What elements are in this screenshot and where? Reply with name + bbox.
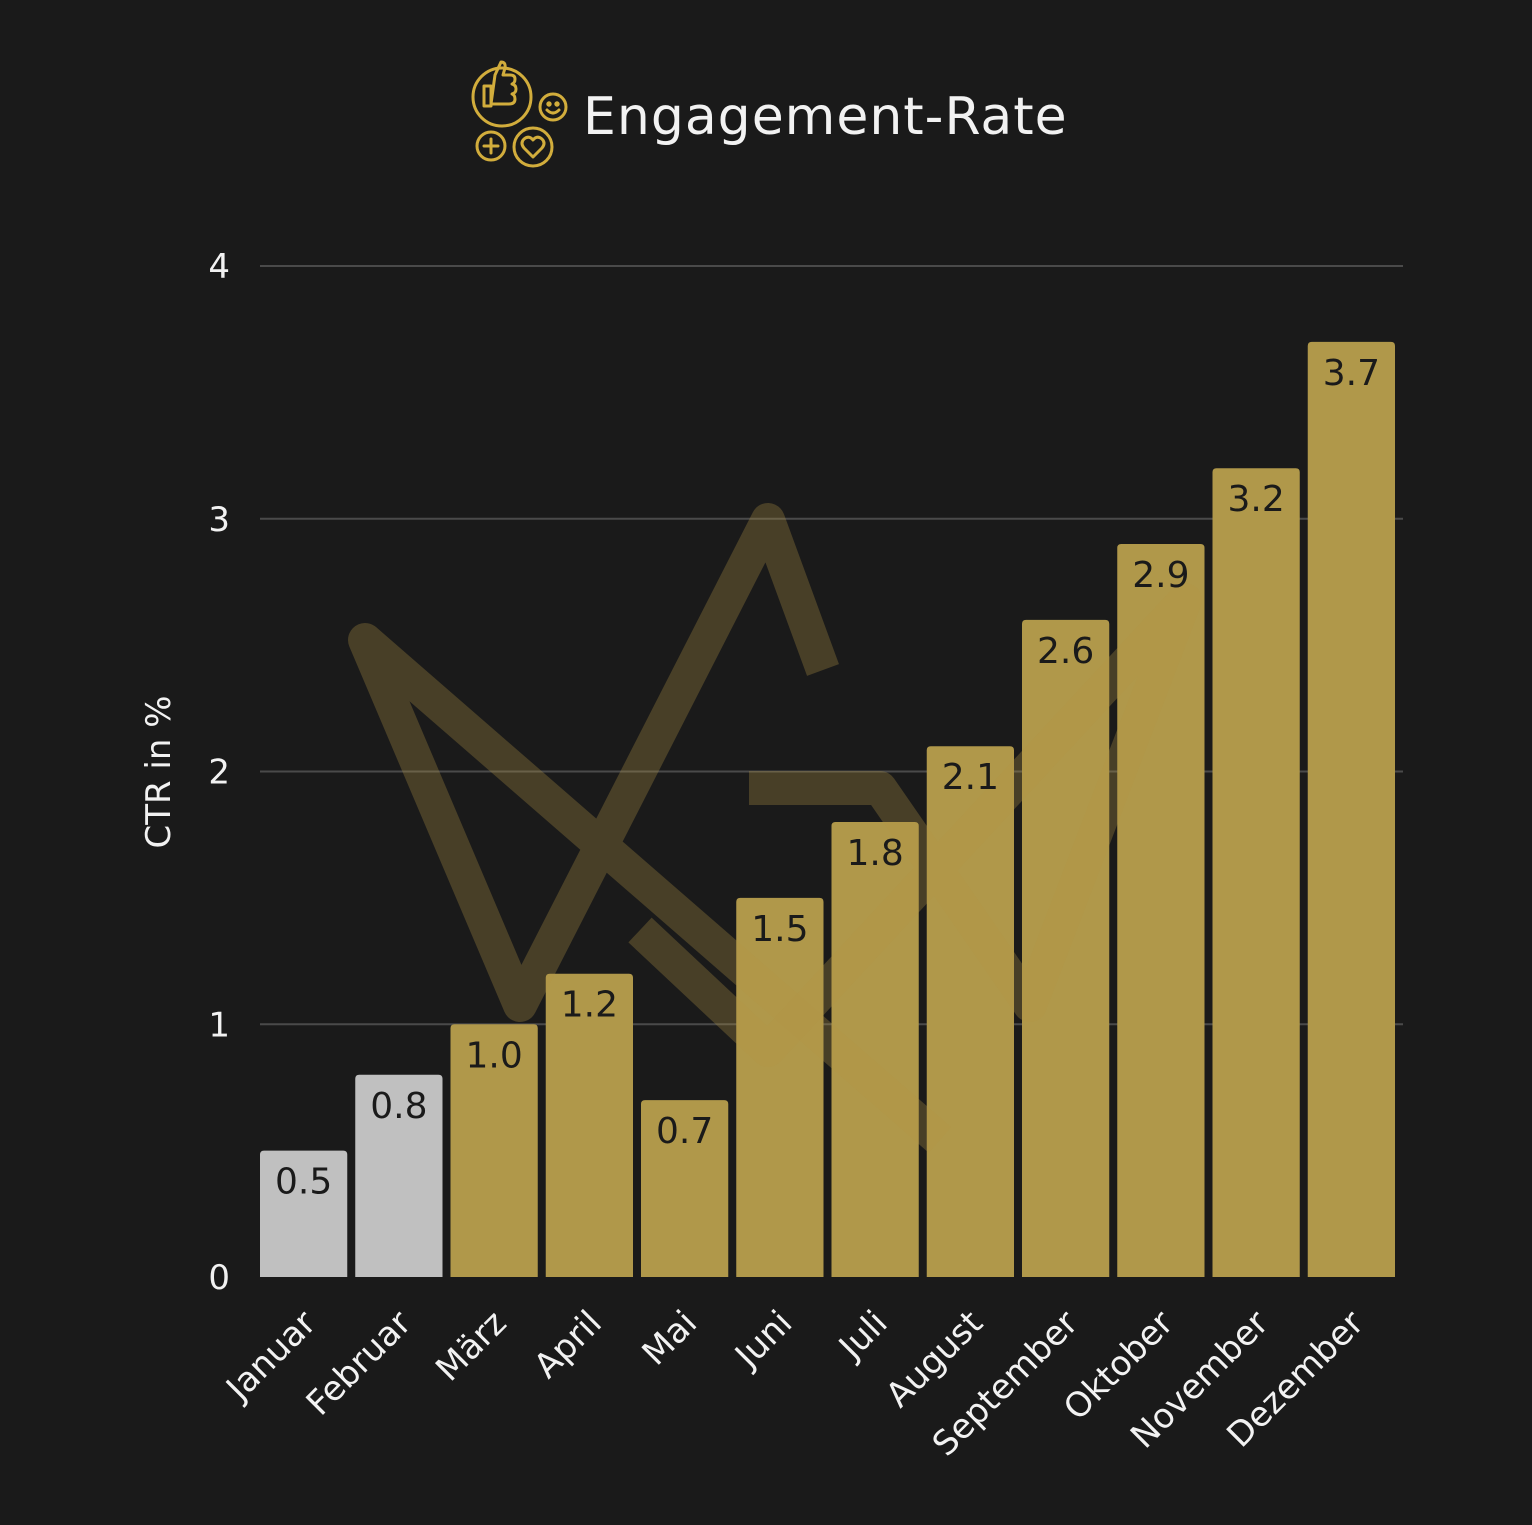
bar-august xyxy=(926,746,1014,1277)
bar-value-label: 1.2 xyxy=(561,985,618,1026)
bar-value-label: 2.9 xyxy=(1132,555,1189,596)
bar-mai xyxy=(641,1100,729,1277)
bar-september xyxy=(1022,619,1110,1277)
x-tick-label: Mai xyxy=(635,1303,705,1373)
y-tick-label: 2 xyxy=(208,753,230,793)
bar-januar xyxy=(260,1150,348,1277)
y-tick-label: 4 xyxy=(208,247,230,287)
engagement-reactions-icon xyxy=(471,60,568,168)
bar-value-label: 2.1 xyxy=(942,757,999,798)
x-tick-label: Juli xyxy=(830,1303,895,1368)
bar-value-label: 2.6 xyxy=(1037,631,1094,672)
bar-value-label: 1.5 xyxy=(751,909,808,950)
bar-value-label: 0.5 xyxy=(275,1162,332,1203)
bar-value-label: 3.7 xyxy=(1323,353,1380,394)
bar-value-label: 0.7 xyxy=(656,1111,713,1152)
x-tick-label: Februar xyxy=(299,1303,420,1424)
gold-brand-monogram xyxy=(348,503,1202,1153)
bar-april xyxy=(545,973,633,1277)
x-tick-label: Juni xyxy=(726,1303,800,1377)
y-axis-label: CTR in % xyxy=(139,695,179,848)
bar-november xyxy=(1212,468,1300,1277)
bar-februar xyxy=(355,1074,443,1277)
bar-value-label: 0.8 xyxy=(370,1086,427,1127)
bar-value-labels: 0.5 0.8 1.0 1.2 0.7 1.5 1.8 2.1 2.6 2.9 3.2 3.7 xyxy=(275,353,1380,1203)
x-tick-label: März xyxy=(428,1303,514,1389)
bar-value-label: 1.8 xyxy=(846,833,903,874)
bar-value-label: 1.0 xyxy=(465,1035,522,1076)
y-axis-ticks: 0 1 2 3 4 xyxy=(208,247,230,1298)
bar-value-label: 3.2 xyxy=(1227,479,1284,520)
bar-juli xyxy=(831,822,919,1277)
bars xyxy=(260,341,1395,1277)
x-tick-label: April xyxy=(526,1303,609,1386)
bar-juni xyxy=(736,897,824,1277)
bar-oktober xyxy=(1117,544,1205,1277)
y-tick-label: 0 xyxy=(208,1258,230,1298)
chart-title: Engagement-Rate xyxy=(583,87,1068,147)
y-tick-label: 1 xyxy=(208,1005,230,1045)
bar-märz xyxy=(450,1024,538,1277)
bar-dezember xyxy=(1307,341,1395,1277)
y-tick-label: 3 xyxy=(208,500,230,540)
